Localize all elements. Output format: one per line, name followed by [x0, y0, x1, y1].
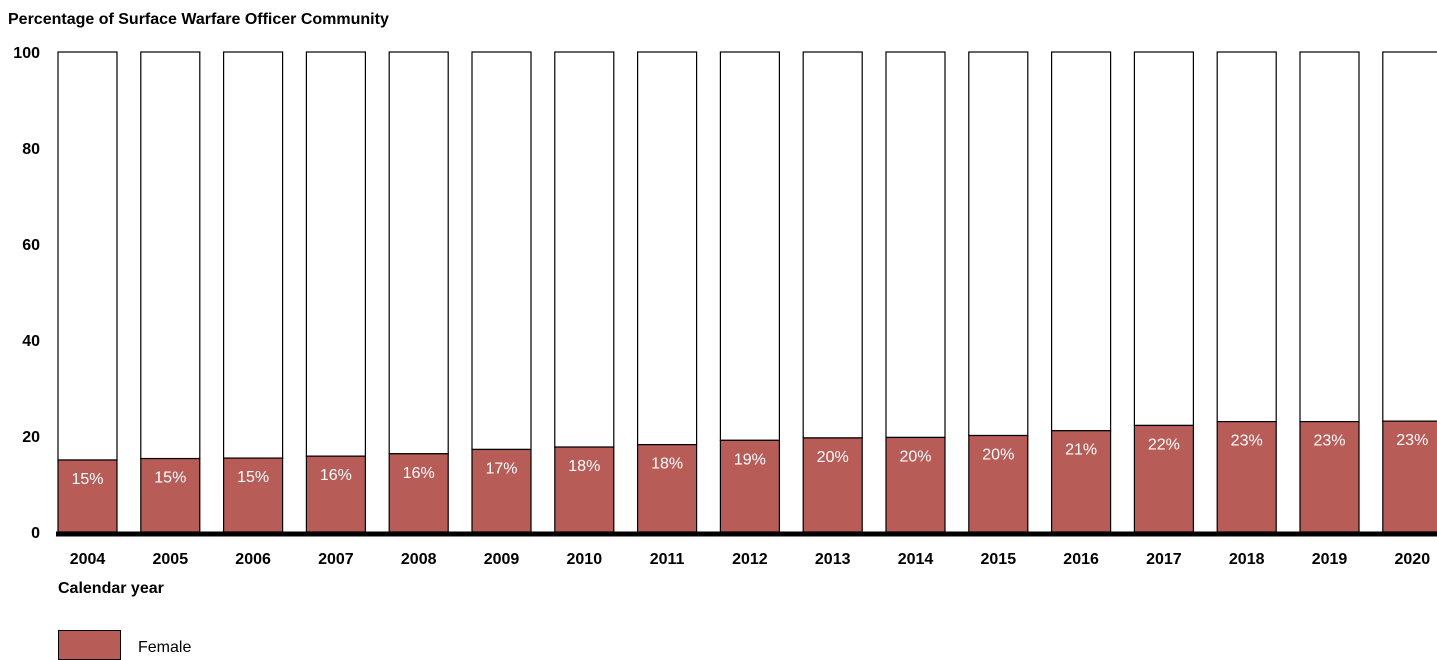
bar-female-2008 — [388, 453, 449, 533]
x-tick-2008: 2008 — [401, 551, 437, 568]
data-label-2010: 18% — [568, 458, 600, 475]
data-label-2013: 20% — [817, 449, 849, 466]
data-label-2011: 18% — [651, 456, 683, 473]
data-label-2012: 19% — [734, 451, 766, 468]
data-label-2009: 17% — [485, 460, 517, 477]
bar-female-2018 — [1216, 421, 1277, 533]
bar-remainder-2013 — [802, 51, 863, 439]
x-tick-2017: 2017 — [1146, 551, 1182, 568]
chart-title: Percentage of Surface Warfare Officer Co… — [8, 11, 389, 28]
x-tick-2013: 2013 — [815, 551, 851, 568]
y-tick-20: 20 — [22, 429, 40, 446]
legend-swatch-female — [58, 630, 121, 660]
data-label-2007: 16% — [320, 467, 352, 484]
legend-label-female: Female — [138, 639, 192, 656]
x-tick-2011: 2011 — [650, 551, 685, 568]
x-axis-title: Calendar year — [58, 580, 164, 597]
bar-female-2007 — [305, 455, 366, 533]
x-tick-2007: 2007 — [318, 551, 354, 568]
bar-female-2004 — [57, 459, 118, 533]
y-tick-60: 60 — [22, 237, 40, 254]
bar-remainder-2009 — [471, 51, 532, 451]
bar-remainder-2020 — [1382, 51, 1437, 422]
bar-remainder-2011 — [636, 51, 698, 446]
bar-remainder-2006 — [223, 51, 284, 459]
bar-remainder-2018 — [1216, 51, 1277, 423]
bar-remainder-2017 — [1133, 51, 1195, 427]
x-tick-2020: 2020 — [1395, 551, 1431, 568]
data-label-2005: 15% — [154, 470, 186, 487]
bar-remainder-2016 — [1050, 51, 1112, 432]
x-tick-2019: 2019 — [1312, 551, 1348, 568]
data-label-2018: 23% — [1231, 433, 1263, 450]
x-tick-2006: 2006 — [235, 551, 271, 568]
y-tick-0: 0 — [31, 525, 40, 542]
x-tick-2005: 2005 — [153, 551, 189, 568]
bar-remainder-2019 — [1299, 51, 1360, 423]
x-tick-2004: 2004 — [70, 551, 106, 568]
data-label-2006: 15% — [237, 469, 269, 486]
data-label-2019: 23% — [1313, 433, 1345, 450]
x-tick-2016: 2016 — [1063, 551, 1099, 568]
x-tick-2009: 2009 — [484, 551, 520, 568]
data-label-2014: 20% — [899, 448, 931, 465]
y-tick-80: 80 — [22, 141, 40, 158]
x-tick-2014: 2014 — [898, 551, 934, 568]
bar-female-2011 — [636, 444, 698, 533]
bar-female-2012 — [719, 439, 781, 533]
bar-female-2009 — [471, 448, 532, 533]
bars-group: 15% 15% 15% 16% 16% 17% 18% 18% 19% 20% 20% 20% 21% 2… — [57, 51, 1437, 533]
bar-female-2010 — [554, 446, 615, 533]
x-tick-2018: 2018 — [1229, 551, 1265, 568]
bar-female-2017 — [1133, 424, 1195, 533]
bar-remainder-2014 — [885, 51, 946, 439]
data-label-2020: 23% — [1396, 432, 1428, 449]
x-tick-2012: 2012 — [732, 551, 768, 568]
data-label-2017: 22% — [1148, 436, 1180, 453]
bar-remainder-2004 — [57, 51, 118, 461]
bar-remainder-2012 — [719, 51, 781, 441]
x-tick-2015: 2015 — [981, 551, 1017, 568]
bar-remainder-2015 — [968, 51, 1029, 437]
bar-remainder-2010 — [554, 51, 615, 448]
data-label-2015: 20% — [982, 447, 1014, 464]
bar-female-2014 — [885, 436, 946, 533]
y-axis-ticks: 0 20 40 60 80 100 — [13, 45, 40, 542]
x-tick-2010: 2010 — [567, 551, 603, 568]
x-axis-ticks: 2004 2005 2006 2007 2008 2009 2010 2011 2012 2013… — [70, 551, 1430, 568]
bar-female-2015 — [968, 434, 1029, 533]
bar-female-2019 — [1299, 421, 1360, 533]
y-tick-40: 40 — [22, 333, 40, 350]
bar-female-2006 — [223, 457, 284, 533]
bar-chart: 15% 15% 15% 16% 16% 17% 18% 18% 19% 20% 20% 20% 21% 2… — [13, 45, 1437, 568]
bar-remainder-2008 — [388, 51, 449, 455]
bar-remainder-2007 — [305, 51, 366, 457]
y-tick-100: 100 — [13, 45, 40, 62]
bar-remainder-2005 — [140, 51, 201, 460]
data-label-2004: 15% — [71, 471, 103, 488]
bar-female-2016 — [1050, 430, 1112, 533]
data-label-2008: 16% — [403, 465, 435, 482]
bar-female-2020 — [1382, 420, 1437, 533]
data-label-2016: 21% — [1065, 442, 1097, 459]
